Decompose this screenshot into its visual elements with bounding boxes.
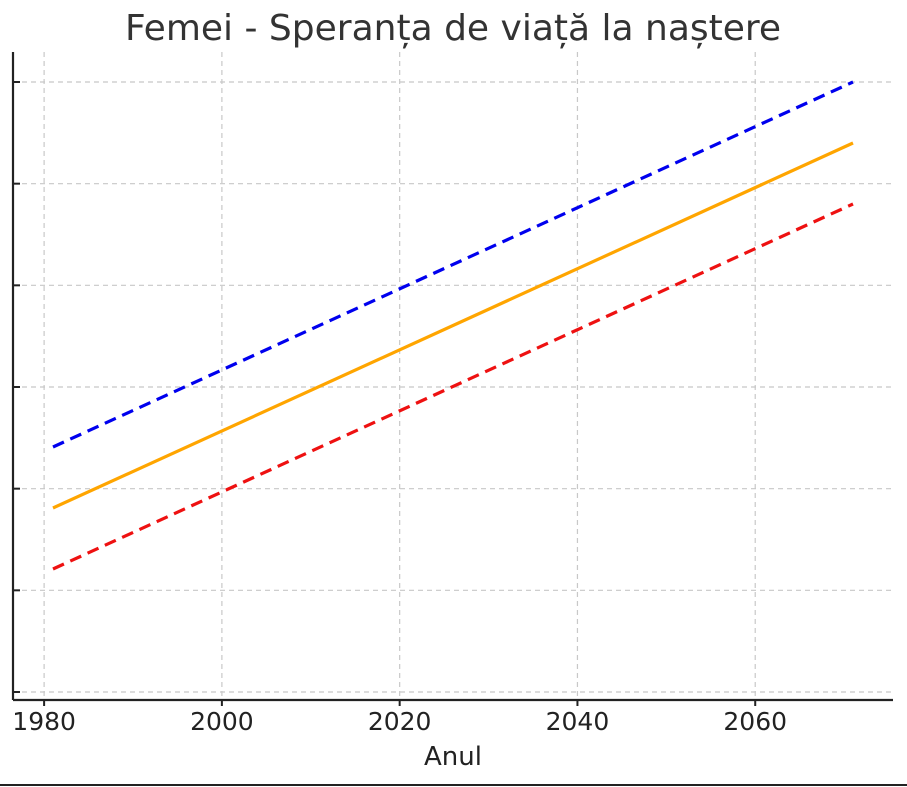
x-tick-label: 2020 — [368, 707, 432, 736]
x-tick-label: 1980 — [12, 707, 76, 736]
series-line-3 — [52, 202, 854, 571]
x-axis-ticks: 1980 2000 2020 2040 2060 — [12, 700, 787, 736]
bottom-border-line — [0, 784, 907, 786]
plot-area — [52, 80, 854, 571]
x-tick-label: 2000 — [190, 707, 254, 736]
x-tick-label: 2060 — [723, 707, 787, 736]
x-axis-label: Anul — [424, 742, 482, 772]
x-tick-label: 2040 — [546, 707, 610, 736]
y-axis-ticks — [13, 81, 20, 693]
grid — [13, 52, 893, 700]
chart-title: Femei - Speranța de viață la naștere — [125, 8, 781, 49]
series-line-1 — [52, 80, 854, 449]
series-line-2 — [52, 141, 854, 510]
